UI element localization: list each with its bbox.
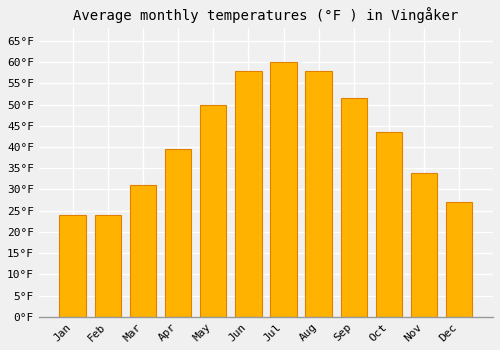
- Bar: [200, 105, 226, 317]
- Bar: [340, 98, 367, 317]
- Bar: [165, 149, 191, 317]
- Title: Average monthly temperatures (°F ) in Vingåker: Average monthly temperatures (°F ) in Vi…: [74, 7, 458, 23]
- Bar: [270, 62, 296, 317]
- Bar: [235, 71, 262, 317]
- Bar: [94, 215, 121, 317]
- Bar: [411, 173, 438, 317]
- Bar: [376, 132, 402, 317]
- Bar: [130, 185, 156, 317]
- Bar: [306, 71, 332, 317]
- Bar: [446, 202, 472, 317]
- Bar: [60, 215, 86, 317]
